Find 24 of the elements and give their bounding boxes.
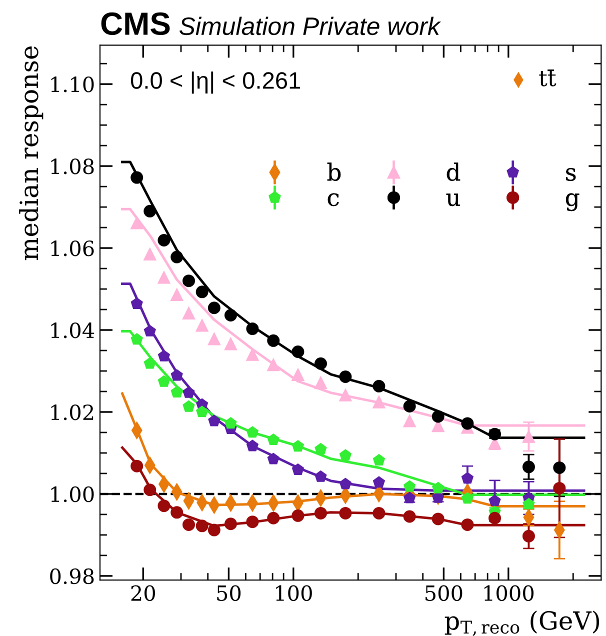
chart-title: CMS [101, 12, 170, 36]
legend-label: g [566, 193, 580, 212]
legend-title: tt̄ [539, 69, 556, 86]
chart-subtitle: Simulation Private work [179, 16, 442, 36]
y-tick-label: 1.10 [51, 76, 94, 92]
annotation: 0.0 < |η| < 0.261 [130, 72, 300, 94]
y-tick-label: 1.00 [51, 486, 94, 502]
legend-label: d [446, 162, 460, 181]
y-axis-title: median response [18, 46, 44, 260]
y-tick-label: 1.08 [51, 158, 94, 174]
legend-label: c [328, 193, 339, 206]
legend-label: s [566, 168, 576, 181]
x-tick-label: 500 [426, 585, 462, 602]
x-tick-label: 20 [131, 585, 156, 602]
y-tick-label: 1.06 [51, 240, 94, 256]
legend-label: b [327, 162, 341, 181]
y-tick-label: 0.98 [50, 568, 94, 584]
x-axis-title: p$_{T,reco}$ (GeV) [444, 610, 600, 636]
x-tick-label: 1000 [484, 585, 534, 602]
x-tick-label: 100 [276, 585, 312, 602]
legend-label: u [446, 194, 460, 206]
y-tick-label: 1.02 [51, 404, 94, 420]
y-tick-label: 1.04 [51, 322, 94, 338]
x-tick-label: 50 [217, 585, 241, 602]
